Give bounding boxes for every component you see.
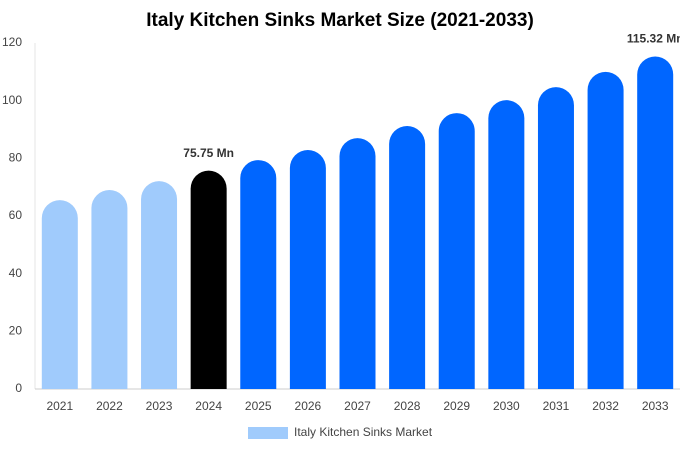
bar: [537, 87, 574, 390]
legend-label: Italy Kitchen Sinks Market: [294, 425, 433, 439]
chart-title: Italy Kitchen Sinks Market Size (2021-20…: [146, 10, 534, 31]
x-tick-label: 2032: [592, 399, 619, 413]
bar: [190, 170, 227, 389]
value-label: 115.32 Mn: [627, 32, 680, 46]
legend-swatch: [248, 427, 288, 439]
y-tick-label: 0: [15, 381, 22, 395]
x-tick-label: 2031: [543, 399, 570, 413]
x-tick-label: 2021: [46, 399, 73, 413]
bar: [141, 181, 178, 389]
y-tick-label: 120: [2, 35, 22, 49]
value-label: 75.75 Mn: [183, 146, 234, 160]
x-tick-label: 2026: [295, 399, 322, 413]
x-tick-label: 2030: [493, 399, 520, 413]
bar: [389, 126, 426, 390]
x-tick-label: 2033: [642, 399, 669, 413]
bar: [240, 160, 277, 389]
x-tick-label: 2028: [394, 399, 421, 413]
bar: [637, 56, 674, 389]
x-tick-label: 2025: [245, 399, 272, 413]
bar: [488, 100, 525, 389]
y-tick-label: 40: [9, 266, 23, 280]
y-tick-label: 100: [2, 93, 22, 107]
x-tick-label: 2029: [443, 399, 470, 413]
y-tick-label: 80: [9, 151, 23, 165]
bar: [587, 71, 624, 389]
bar: [289, 149, 326, 389]
bar: [438, 113, 475, 389]
x-tick-label: 2024: [195, 399, 222, 413]
x-tick-label: 2022: [96, 399, 123, 413]
bar: [41, 200, 78, 389]
y-tick-label: 60: [9, 208, 23, 222]
x-tick-label: 2023: [146, 399, 173, 413]
y-tick-label: 20: [9, 324, 23, 338]
bar: [339, 138, 376, 389]
bar: [91, 190, 128, 389]
x-tick-label: 2027: [344, 399, 371, 413]
